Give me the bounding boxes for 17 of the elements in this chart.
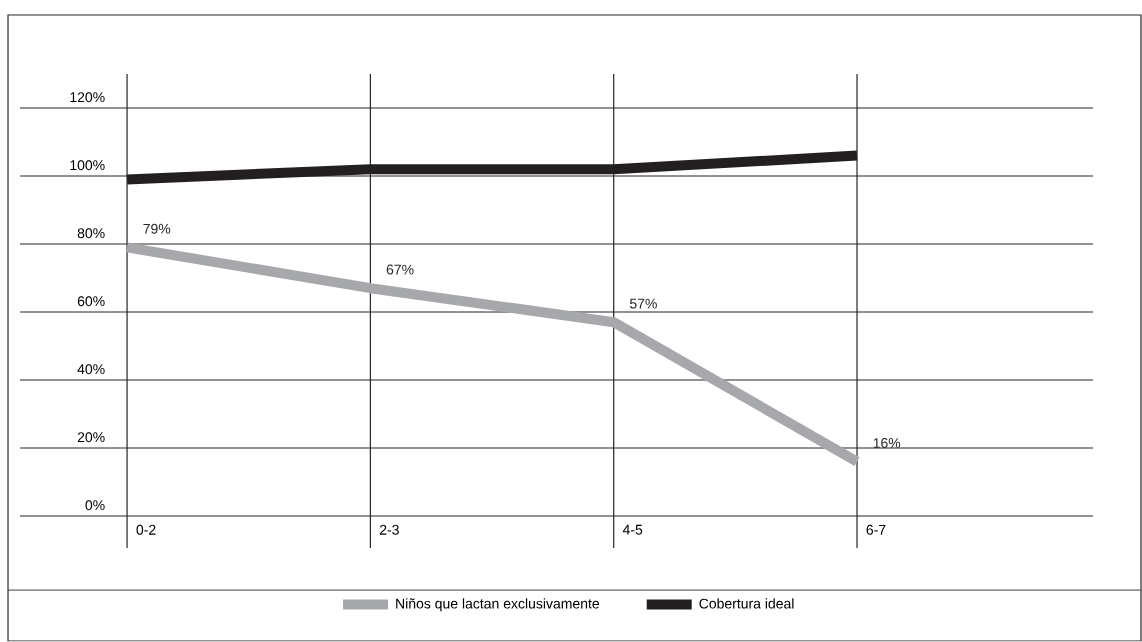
y-tick-label: 80% [77, 228, 105, 239]
x-tick-label: 2-3 [379, 525, 399, 535]
data-label: 57% [629, 298, 657, 309]
y-tick-label: 60% [77, 296, 105, 307]
data-label: 79% [143, 224, 171, 234]
x-tick-label: 6-7 [866, 525, 886, 535]
legend-label: Niños que lactan exclusivamente [396, 598, 600, 612]
y-tick-label: 0% [85, 500, 105, 511]
x-tick-label: 4-5 [622, 525, 643, 535]
y-tick-label: 40% [77, 364, 105, 375]
legend-label: Cobertura ideal [699, 598, 794, 609]
y-tick-label: 100% [70, 160, 105, 171]
x-tick-label: 0-2 [136, 525, 156, 535]
y-tick-label: 120% [70, 92, 105, 103]
data-label: 16% [873, 438, 901, 449]
data-label: 67% [386, 264, 414, 275]
y-tick-label: 20% [77, 432, 105, 443]
